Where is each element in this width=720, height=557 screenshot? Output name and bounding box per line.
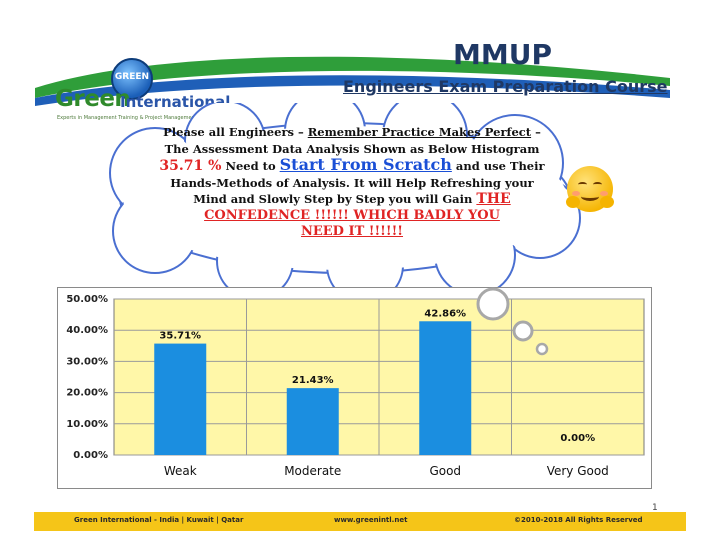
data-label: 42.86%: [424, 308, 466, 319]
y-tick-label: 20.00%: [66, 388, 108, 399]
chart-bars: [154, 321, 472, 455]
message-use-their: and use Their: [451, 159, 545, 173]
logo-name-green: Green: [55, 86, 131, 112]
message-line-2: The Assessment Data Analysis Shown as Be…: [164, 141, 540, 156]
message-need-to: Need to: [221, 159, 280, 173]
assessment-message: Please all Engineers – Remember Practice…: [142, 124, 562, 241]
smiley-mouth: [581, 192, 599, 201]
thought-bubbles-decoration: [476, 287, 549, 356]
category-label: Good: [429, 464, 461, 478]
data-label: 21.43%: [292, 375, 334, 386]
y-tick-label: 30.00%: [66, 356, 108, 367]
header: GREEN Green International Experts in Man…: [0, 0, 720, 130]
smiley-right-cheek: [600, 191, 608, 196]
thought-cloud-shape: [109, 103, 581, 303]
category-label: Weak: [164, 464, 197, 478]
y-tick-label: 0.00%: [73, 450, 108, 461]
message-line1-prefix: Please all Engineers –: [163, 125, 308, 139]
message-practice-phrase: Remember Practice Makes Perfect: [307, 125, 532, 139]
data-label: 35.71%: [159, 331, 201, 342]
message-start-from-scratch: Start From Scratch: [279, 155, 452, 174]
message-line-4: Hands-Methods of Analysis. It will Help …: [170, 175, 534, 190]
smiley-right-hand-icon: [600, 196, 614, 208]
histogram-chart: 0.00% 10.00% 20.00% 30.00% 40.00% 50.00% 35.7…: [66, 287, 645, 478]
chart-y-axis: 0.00% 10.00% 20.00% 30.00% 40.00% 50.00%: [66, 294, 108, 461]
smiley-left-cheek: [572, 191, 580, 196]
bar-moderate: [286, 388, 339, 455]
smiley-right-eye: [593, 182, 602, 187]
footer-company: Green International - India | Kuwait | Q…: [74, 516, 244, 524]
logo-globe-icon: GREEN: [111, 58, 153, 100]
message-line-3: 35.71 % Need to Start From Scratch and u…: [142, 155, 562, 175]
page-title: MMUP: [453, 38, 552, 71]
page-subtitle: Engineers Exam Preparation Course: [343, 77, 668, 96]
category-label: Very Good: [547, 464, 609, 478]
y-tick-label: 10.00%: [66, 419, 108, 430]
page-number: 1: [652, 503, 658, 513]
message-percent: 35.71 %: [159, 158, 222, 174]
smiley-left-eye: [578, 182, 587, 187]
message-the: THE: [476, 191, 511, 207]
chart-data-labels: 35.71% 21.43% 42.86% 0.00%: [159, 308, 595, 444]
footer-website-link[interactable]: www.greenintl.net: [334, 516, 408, 524]
logo-name-international: International: [120, 93, 231, 111]
message-line-5: Mind and Slowly Step by Step you will Ga…: [142, 191, 562, 208]
message-line-7: NEED IT !!!!!!: [300, 224, 404, 239]
message-line-6: CONFEDENCE !!!!!! WHICH BADLY YOU: [204, 207, 500, 223]
logo-tagline: Experts in Management Training & Project…: [57, 115, 225, 121]
bar-good: [419, 321, 472, 455]
smiley-left-hand-icon: [566, 196, 580, 208]
y-tick-label: 40.00%: [66, 325, 108, 336]
bar-weak: [154, 343, 207, 455]
data-label: 0.00%: [560, 433, 595, 444]
message-line-1: Please all Engineers – Remember Practice…: [142, 124, 562, 141]
logo-globe-text: GREEN: [114, 72, 150, 82]
message-line1-suffix: –: [531, 125, 541, 139]
y-tick-label: 50.00%: [66, 294, 108, 305]
message-line5-text: Mind and Slowly Step by Step you will Ga…: [193, 192, 477, 206]
header-swoosh-graphic: [35, 56, 670, 106]
chart-x-axis: Weak Moderate Good Very Good: [164, 464, 609, 478]
footer-copyright: ©2010-2018 All Rights Reserved: [514, 516, 643, 524]
category-label: Moderate: [284, 464, 341, 478]
footer-bar: Green International - India | Kuwait | Q…: [34, 512, 686, 531]
